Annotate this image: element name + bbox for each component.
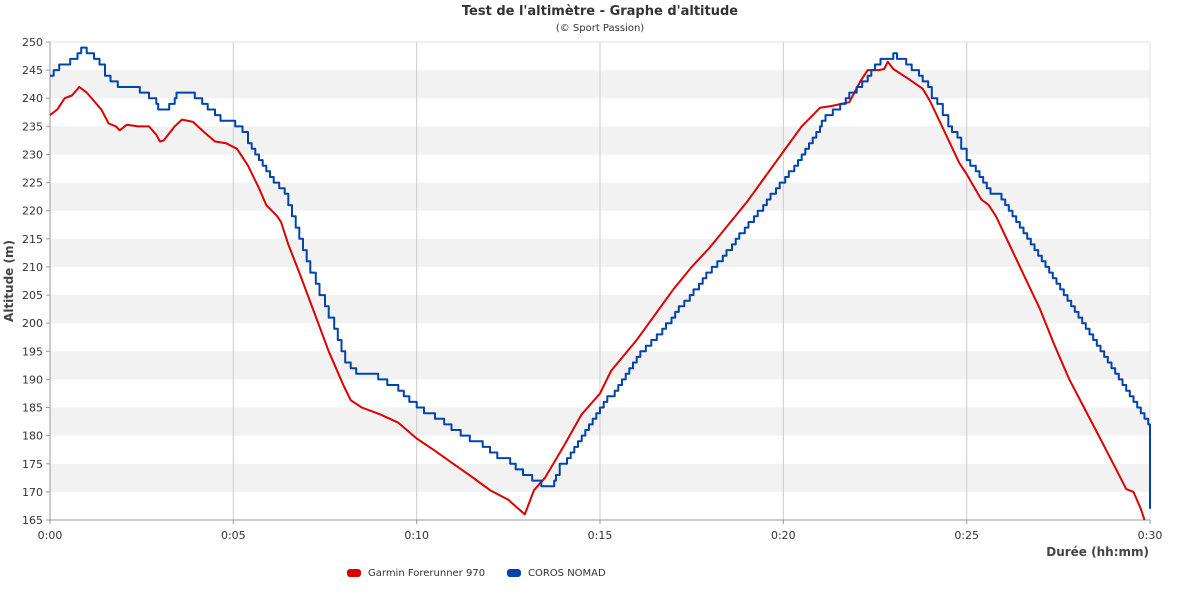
x-axis-ticks: 0:00 0:05 0:10 0:15 0:20 0:25 0:30 [38, 520, 1163, 542]
y-tick-label: 205 [22, 289, 43, 302]
y-tick-label: 230 [22, 148, 43, 161]
chart-title: Test de l'altimètre - Graphe d'altitude [462, 4, 738, 19]
x-tick-label: 0:20 [771, 529, 796, 542]
y-tick-label: 250 [22, 36, 43, 49]
y-tick-label: 185 [22, 402, 43, 415]
y-axis-title: Altitude (m) [2, 240, 16, 322]
y-tick-label: 210 [22, 261, 43, 274]
y-tick-label: 200 [22, 317, 43, 330]
series-layer [49, 46, 1151, 521]
x-tick-label: 0:00 [38, 529, 63, 542]
legend-label-garmin: Garmin Forerunner 970 [368, 568, 485, 579]
y-tick-label: 225 [22, 177, 43, 190]
x-tick-label: 0:10 [404, 529, 429, 542]
y-tick-label: 195 [22, 345, 43, 358]
y-tick-label: 180 [22, 430, 43, 443]
vertical-gridlines [232, 42, 968, 520]
y-tick-label: 175 [22, 458, 43, 471]
y-tick-label: 215 [22, 233, 43, 246]
x-tick-label: 0:15 [588, 529, 613, 542]
legend-swatch-garmin [347, 569, 361, 577]
chart-subtitle: (© Sport Passion) [556, 23, 644, 34]
legend-swatch-coros [507, 569, 521, 577]
x-tick-label: 0:30 [1138, 529, 1163, 542]
y-tick-label: 165 [22, 514, 43, 527]
y-axis-ticks: 165 170 175 180 185 190 195 200 205 210 215 220 225 2… [22, 36, 50, 527]
y-tick-label: 245 [22, 64, 43, 77]
legend: Garmin Forerunner 970 COROS NOMAD [347, 568, 606, 579]
x-tick-label: 0:05 [221, 529, 246, 542]
legend-label-coros: COROS NOMAD [528, 568, 606, 579]
y-tick-label: 220 [22, 205, 43, 218]
series-line-garmin [49, 60, 1146, 521]
x-tick-label: 0:25 [954, 529, 979, 542]
x-axis-title: Durée (hh:mm) [1046, 545, 1149, 559]
y-tick-label: 235 [22, 120, 43, 133]
legend-item-coros: COROS NOMAD [507, 568, 606, 579]
series-line-coros [50, 46, 1151, 509]
y-tick-label: 170 [22, 486, 43, 499]
y-tick-label: 190 [22, 373, 43, 386]
legend-item-garmin: Garmin Forerunner 970 [347, 568, 485, 579]
y-tick-label: 240 [22, 92, 43, 105]
